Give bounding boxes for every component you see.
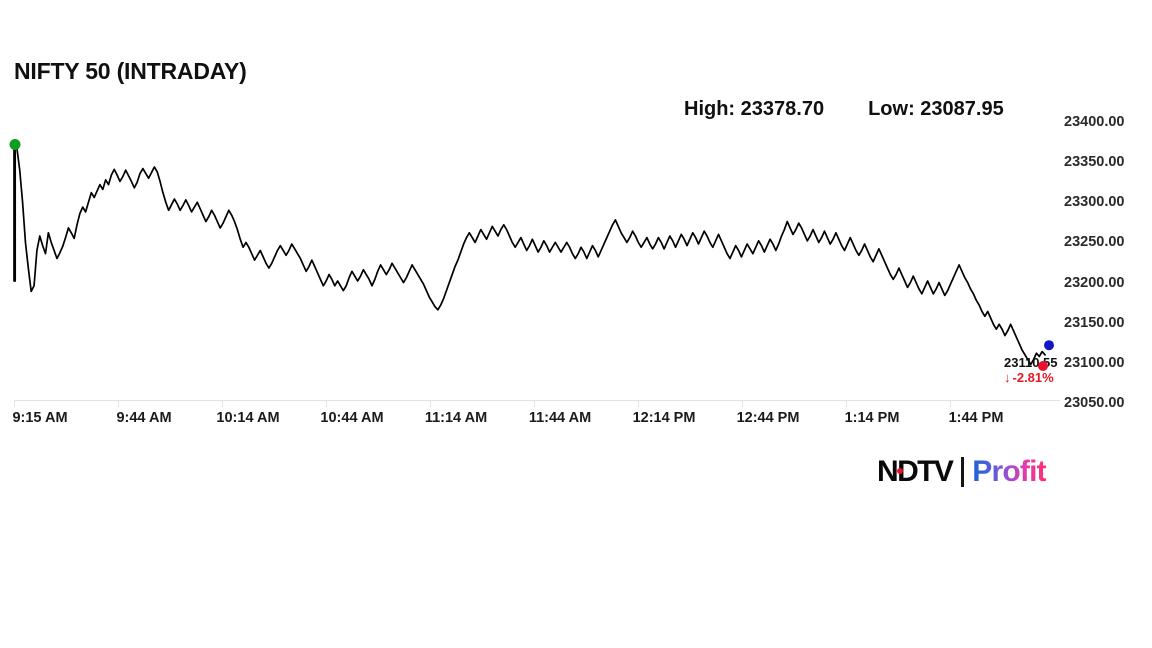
logo-dot-icon (897, 468, 903, 474)
x-tick (326, 400, 327, 407)
x-tick-label: 10:14 AM (216, 410, 280, 426)
y-tick-label: 23150.00 (1064, 314, 1125, 331)
y-tick-label: 23250.00 (1064, 234, 1125, 251)
x-tick-label: 1:14 PM (844, 410, 900, 426)
y-tick-label: 23350.00 (1064, 154, 1125, 171)
x-tick (742, 400, 743, 407)
price-line-path (13, 143, 1046, 366)
last-price-change: ↓ -2.81% (1004, 370, 1124, 385)
ndtv-profit-logo: NDTV Profit (877, 455, 1047, 489)
y-tick-label: 23400.00 (1064, 114, 1125, 130)
price-line-chart (9, 138, 1054, 366)
x-tick (14, 400, 15, 407)
x-tick-label: 12:44 PM (736, 410, 800, 426)
price-chart-plot (0, 105, 1070, 405)
x-tick-label: 10:44 AM (320, 410, 384, 426)
y-axis: 23400.00 23350.00 23300.00 23250.00 23200.00… (1064, 105, 1152, 411)
y-tick-label: 23100.00 (1064, 354, 1125, 371)
x-tick (846, 400, 847, 407)
low-value: Low: 23087.95 (868, 98, 1004, 120)
x-tick (534, 400, 535, 407)
down-arrow-icon: ↓ (1004, 370, 1011, 385)
x-axis-labels: 9:15 AM 9:44 AM 10:14 AM 10:44 AM 11:14 AM 11… (0, 410, 1152, 432)
x-tick-label: 9:44 AM (116, 410, 172, 426)
x-axis-ticks (0, 400, 1152, 408)
x-tick (430, 400, 431, 407)
x-tick-label: 1:44 PM (948, 410, 1004, 426)
logo-profit-label: Profit (972, 455, 1046, 488)
logo-ndtv-label: NDTV (877, 455, 954, 488)
y-tick-label: 23300.00 (1064, 194, 1125, 211)
last-price-value: 23110.55 (1004, 355, 1058, 370)
x-tick-label: 11:44 AM (528, 410, 592, 426)
page-title: NIFTY 50 (INTRADAY) (14, 58, 247, 84)
x-tick-label: 9:15 AM (12, 410, 68, 426)
last-price-dot-icon (1038, 361, 1048, 371)
last-price-change-value: -2.81% (1012, 370, 1054, 385)
x-tick-label: 12:14 PM (632, 410, 696, 426)
y-tick-label: 23050.00 (1064, 395, 1125, 411)
x-tick (222, 400, 223, 407)
high-value: High: 23378.70 (684, 98, 825, 120)
y-tick-label: 23200.00 (1064, 274, 1125, 291)
logo-separator (961, 457, 965, 487)
x-tick (638, 400, 639, 407)
x-axis-line (14, 400, 1060, 401)
last-price-callout: 23110.55 ↓ -2.81% (1004, 355, 1124, 385)
session-start-marker-icon (9, 138, 21, 150)
high-low-row: High: 23378.70 Low: 23087.95 (684, 98, 1004, 121)
x-tick (950, 400, 951, 407)
x-tick (118, 400, 119, 407)
logo-ndtv-text: NDTV (877, 455, 954, 489)
x-tick-label: 11:14 AM (424, 410, 488, 426)
last-point-marker-icon (1044, 340, 1054, 351)
